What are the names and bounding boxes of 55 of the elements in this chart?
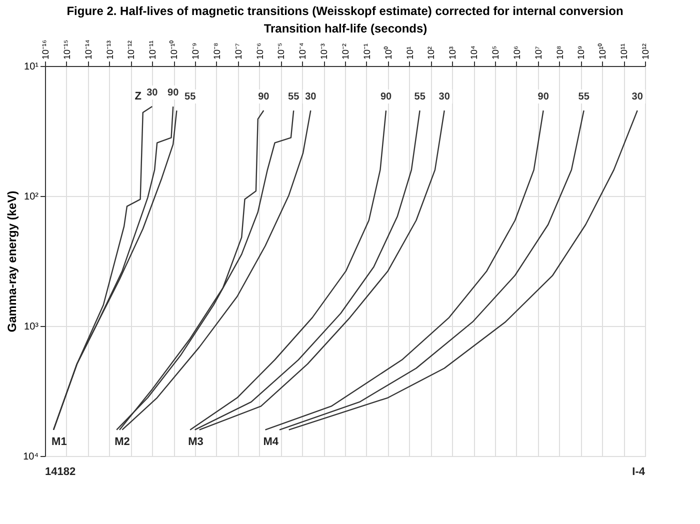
x-tick-label: 10⁻¹⁴ [83, 39, 94, 60]
series-label: 90 [168, 88, 180, 99]
annotation: M1 [52, 436, 67, 448]
x-tick-label: 10⁻¹⁶ [40, 39, 50, 60]
x-tick-label: 10⁻⁸ [212, 42, 222, 60]
x-tick-label: 10⁻¹³ [104, 40, 115, 60]
x-tick-label: 10⁻⁶ [254, 42, 265, 60]
y-tick-label: 10⁴ [23, 452, 38, 462]
series-label: 55 [184, 92, 196, 103]
x-tick-label: 10⁻¹² [126, 40, 136, 60]
series-label: 55 [414, 92, 426, 103]
x-tick-label: 10⁻¹ [362, 43, 372, 60]
series-label: 55 [578, 92, 590, 103]
series-label: 30 [438, 92, 450, 103]
x-tick-label: 10⁹ [576, 45, 586, 60]
x-tick-label: 10⁶ [512, 45, 522, 60]
series-label: 30 [305, 92, 317, 103]
x-tick-label: 10⁻⁵ [276, 42, 286, 60]
annotation: Z [134, 90, 142, 103]
series-label: 30 [146, 88, 158, 99]
text: 14182 [45, 466, 76, 478]
x-axis-title: Transition half-life (seconds) [264, 22, 428, 36]
y-tick-label: 10² [24, 192, 40, 202]
x-tick-label: 10² [426, 46, 436, 60]
x-tick-label: 10⁴ [469, 45, 480, 60]
y-tick-label: 10³ [24, 322, 40, 332]
series-label: 90 [380, 92, 392, 103]
annotation: M4 [263, 436, 280, 448]
x-tick-label: 10¹⁰ [598, 43, 608, 60]
x-tick-label: 10⁻⁷ [233, 43, 244, 60]
annotation: M2 [114, 436, 130, 448]
x-tick-label: 10⁻¹⁵ [62, 39, 72, 60]
y-axis-title: Gamma-ray energy (keV) [5, 190, 20, 332]
series-label: 90 [258, 92, 270, 103]
annotation: M3 [188, 436, 204, 448]
x-tick-label: 10¹² [640, 43, 650, 60]
series-label: 90 [538, 92, 550, 103]
x-tick-label: 10¹¹ [619, 43, 630, 60]
text: I-4 [632, 466, 646, 478]
series-label: 30 [632, 92, 644, 103]
x-tick-label: 10⁻⁴ [298, 42, 308, 60]
x-tick-label: 10⁷ [533, 46, 544, 60]
chart-title: Figure 2. Half-lives of magnetic transitions (Weisskopf estimate) corrected for internal conversion [66, 4, 624, 18]
x-tick-label: 10⁻⁹ [190, 42, 200, 60]
x-tick-label: 10⁻² [340, 43, 350, 60]
x-tick-label: 10⁵ [490, 45, 500, 60]
x-tick-label: 10⁻¹⁰ [169, 40, 180, 60]
x-tick-label: 10⁸ [554, 45, 565, 60]
x-tick-label: 10¹ [404, 46, 415, 60]
y-tick-label: 10¹ [24, 62, 40, 72]
series-label: 55 [288, 92, 300, 103]
x-tick-label: 10⁻³ [319, 43, 330, 60]
x-tick-label: 10⁰ [383, 46, 394, 60]
x-tick-label: 10⁻¹¹ [148, 40, 158, 60]
x-tick-label: 10³ [448, 46, 458, 60]
